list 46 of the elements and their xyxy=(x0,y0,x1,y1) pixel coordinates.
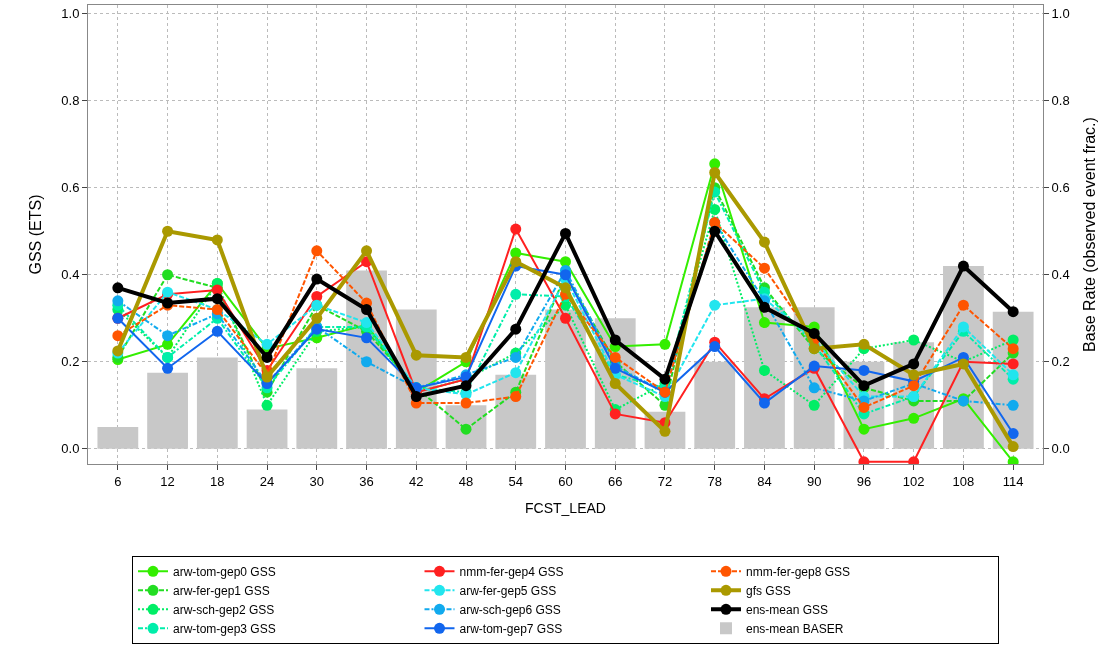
x-tick-label: 18 xyxy=(210,473,225,489)
x-tick-label: 6 xyxy=(114,473,122,489)
x-tick-label: 108 xyxy=(952,473,975,489)
x-tick-label: 30 xyxy=(309,473,325,489)
x-tick-label: 24 xyxy=(259,473,275,489)
legend-label: gfs GSS xyxy=(746,583,791,598)
y2-tick-label: 0.8 xyxy=(1051,93,1070,109)
y2-tick-label: 0.0 xyxy=(1051,441,1070,457)
legend-label: ens-mean GSS xyxy=(746,602,829,617)
legend-label: arw-tom-gep7 GSS xyxy=(459,621,563,636)
legend-label: nmm-fer-gep8 GSS xyxy=(746,564,851,579)
x-tick-label: 114 xyxy=(1002,473,1024,489)
y2-tick-label: 0.6 xyxy=(1051,180,1070,196)
x-tick-label: 102 xyxy=(902,473,925,489)
x-tick-label: 84 xyxy=(757,473,772,489)
x-tick-label: 60 xyxy=(558,473,573,489)
y-tick-label: 0.2 xyxy=(61,354,80,370)
y2-tick-label: 1.0 xyxy=(1051,6,1070,22)
y2-axis-title: Base Rate (observed event frac.) xyxy=(1081,117,1099,352)
y2-tick-label: 0.4 xyxy=(1051,267,1070,283)
x-tick-label: 78 xyxy=(707,473,722,489)
x-tick-label: 12 xyxy=(160,473,175,489)
legend-label: arw-fer-gep1 GSS xyxy=(173,583,270,598)
y-tick-label: 0.6 xyxy=(61,180,80,196)
x-tick-label: 96 xyxy=(856,473,872,489)
y-tick-label: 0.4 xyxy=(61,267,80,283)
y-tick-label: 0.8 xyxy=(61,93,80,109)
x-tick-label: 72 xyxy=(657,473,673,489)
y-axis-title: GSS (ETS) xyxy=(27,194,45,275)
y2-tick-label: 0.2 xyxy=(1051,354,1070,370)
x-tick-label: 90 xyxy=(806,473,822,489)
x-tick-label: 54 xyxy=(508,473,523,489)
legend-label: ens-mean BASER xyxy=(746,621,844,636)
x-axis-title: FCST_LEAD xyxy=(525,499,606,516)
legend-label: arw-tom-gep3 GSS xyxy=(173,621,276,636)
x-tick-label: 36 xyxy=(359,473,374,489)
x-tick-label: 42 xyxy=(409,473,424,489)
x-tick-label: 48 xyxy=(458,473,474,489)
legend-label: arw-fer-gep5 GSS xyxy=(459,583,557,598)
y-tick-label: 0.0 xyxy=(61,441,80,457)
legend-label: arw-tom-gep0 GSS xyxy=(173,564,276,579)
legend-label: arw-sch-gep6 GSS xyxy=(459,602,561,617)
y-tick-label: 1.0 xyxy=(61,6,80,22)
legend-label: nmm-fer-gep4 GSS xyxy=(459,564,564,579)
legend-label: arw-sch-gep2 GSS xyxy=(173,602,275,617)
x-tick-label: 66 xyxy=(608,473,623,489)
